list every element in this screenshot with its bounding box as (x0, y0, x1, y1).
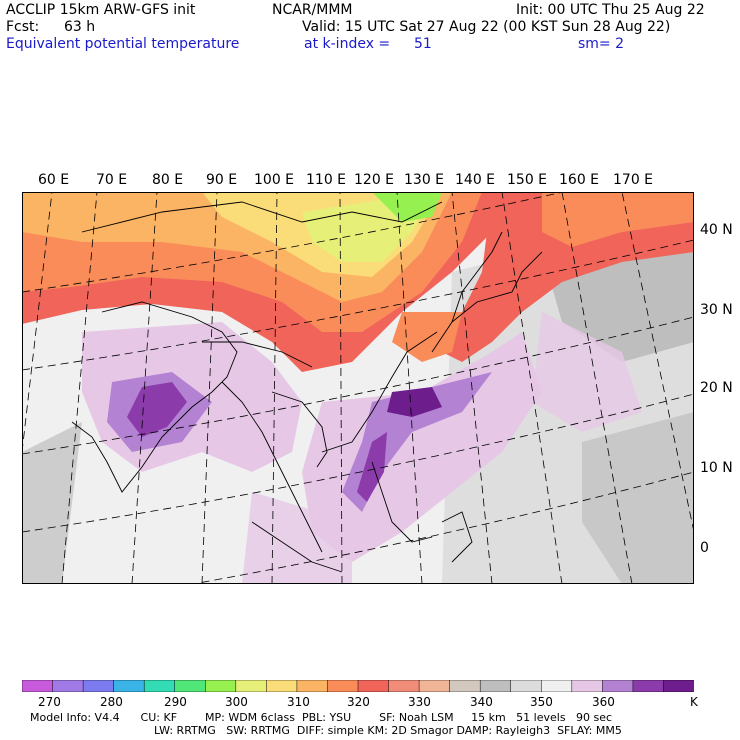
colorbar-swatch (541, 680, 573, 692)
field-gray-region-south (582, 412, 694, 584)
colorbar-swatch (52, 680, 84, 692)
field-warm-korea (392, 312, 462, 362)
colorbar-label: 340 (470, 695, 493, 709)
field-warm-300 (372, 192, 442, 222)
colorbar-swatch (418, 680, 451, 692)
colorbar-label: 310 (287, 695, 310, 709)
forecast-hours: 63 h (64, 19, 96, 35)
colorbar-swatch (266, 680, 298, 692)
colorbar-swatch (113, 680, 145, 692)
colorbar-swatch (22, 680, 54, 692)
smoothing-label: sm= 2 (578, 36, 625, 52)
model-info-line1: Model Info: V4.4 CU: KF MP: WDM 6class P… (30, 711, 613, 724)
colorbar-swatch (602, 680, 634, 692)
field-moist-east (532, 312, 642, 432)
longitude-label: 160 E (559, 172, 600, 188)
colorbar-swatch (174, 680, 207, 692)
colorbar-swatch (388, 680, 420, 692)
colorbar-label: 320 (347, 695, 370, 709)
longitude-label: 120 E (354, 172, 395, 188)
colorbar-swatch (327, 680, 359, 692)
level-value: 51 (414, 36, 432, 52)
field-gray-region-west (22, 422, 82, 584)
colorbar-swatch (235, 680, 268, 692)
latitude-label: 20 N (700, 380, 733, 396)
longitude-label: 60 E (38, 172, 70, 188)
colorbar-label: 290 (164, 695, 187, 709)
field-warm-okhotsk (542, 192, 694, 247)
longitude-label: 90 E (206, 172, 238, 188)
longitude-label: 140 E (455, 172, 496, 188)
colorbar-swatch (143, 680, 176, 692)
org-label: NCAR/MMM (272, 2, 353, 18)
colorbar-label: 330 (408, 695, 431, 709)
colorbar-swatch (205, 680, 237, 692)
model-title: ACCLIP 15km ARW-GFS init (6, 2, 196, 18)
colorbar-swatch (632, 680, 665, 692)
longitude-label: 100 E (254, 172, 295, 188)
colorbar-swatch (510, 680, 543, 692)
field-moist-indonesia (242, 492, 352, 584)
longitude-label: 130 E (404, 172, 445, 188)
map-frame (22, 192, 694, 584)
level-label: at k-index = (304, 36, 391, 52)
latitude-label: 30 N (700, 302, 733, 318)
latitude-label: 10 N (700, 460, 733, 476)
colorbar-swatch (449, 680, 481, 692)
field-core-philippines (357, 432, 387, 502)
longitude-label: 150 E (507, 172, 548, 188)
longitude-label: 70 E (96, 172, 128, 188)
colorbar-label: 270 (38, 695, 61, 709)
forecast-label: Fcst: (6, 19, 40, 35)
colorbar-swatch (571, 680, 604, 692)
valid-time: Valid: 15 UTC Sat 27 Aug 22 (00 KST Sun … (302, 19, 671, 35)
colorbar-swatch (479, 680, 512, 692)
longitude-label: 110 E (306, 172, 347, 188)
field-name: Equivalent potential temperature (6, 36, 240, 52)
colorbar-label: 350 (530, 695, 553, 709)
colorbar-swatch (663, 680, 694, 692)
model-info-line2: LW: RRTMG SW: RRTMG DIFF: simple KM: 2D … (154, 724, 622, 737)
colorbar-label: 360 (592, 695, 615, 709)
longitude-label: 170 E (613, 172, 654, 188)
graticule (22, 192, 694, 584)
theta-e-map (22, 192, 694, 584)
field-core-pacific (387, 387, 442, 417)
colorbar-label: 300 (225, 695, 248, 709)
colorbar-swatch (357, 680, 390, 692)
colorbar (22, 680, 694, 692)
init-time: Init: 00 UTC Thu 25 Aug 22 (516, 2, 705, 18)
longitude-label: 80 E (152, 172, 184, 188)
coastlines (71, 201, 543, 573)
latitude-label: 40 N (700, 222, 733, 238)
colorbar-swatch (82, 680, 115, 692)
colorbar-swatch (296, 680, 329, 692)
colorbar-label: K (690, 695, 698, 709)
colorbar-label: 280 (100, 695, 123, 709)
latitude-label: 0 (700, 540, 709, 556)
